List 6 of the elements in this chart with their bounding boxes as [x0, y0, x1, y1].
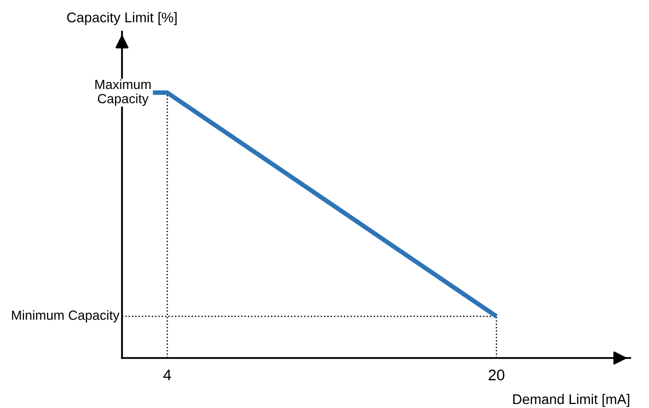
x-tick-label: 20: [488, 370, 504, 380]
y-axis-title: Capacity Limit [%]: [67, 12, 177, 26]
x-tick-label: 4: [163, 370, 172, 380]
annotation: Maximum Capacity: [95, 79, 151, 106]
x-axis-title: Demand Limit [mA]: [513, 394, 630, 407]
ref-line-label: Minimum Capacity: [12, 310, 120, 323]
